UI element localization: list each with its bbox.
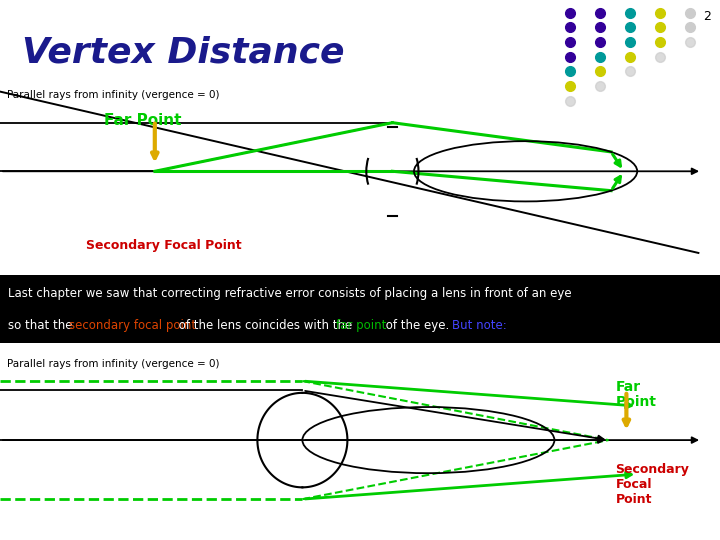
Text: far point: far point xyxy=(336,319,387,332)
Text: Secondary
Focal
Point: Secondary Focal Point xyxy=(616,463,690,506)
Text: Far
Point: Far Point xyxy=(616,380,657,409)
Text: But note:: But note: xyxy=(452,319,507,332)
Text: Last chapter we saw that correcting refractive error consists of placing a lens : Last chapter we saw that correcting refr… xyxy=(8,287,572,300)
Text: secondary focal point: secondary focal point xyxy=(68,319,196,332)
Text: 2: 2 xyxy=(703,10,711,23)
Text: of the lens coincides with the: of the lens coincides with the xyxy=(175,319,356,332)
Text: Parallel rays from infinity (vergence = 0): Parallel rays from infinity (vergence = … xyxy=(7,90,220,100)
Text: so that the: so that the xyxy=(8,319,76,332)
Text: Far Point: Far Point xyxy=(104,113,182,128)
Text: of the eye.: of the eye. xyxy=(382,319,456,332)
Text: Secondary Focal Point: Secondary Focal Point xyxy=(86,239,242,252)
Text: Parallel rays from infinity (vergence = 0): Parallel rays from infinity (vergence = … xyxy=(7,359,220,369)
Text: Vertex Distance: Vertex Distance xyxy=(22,35,344,69)
